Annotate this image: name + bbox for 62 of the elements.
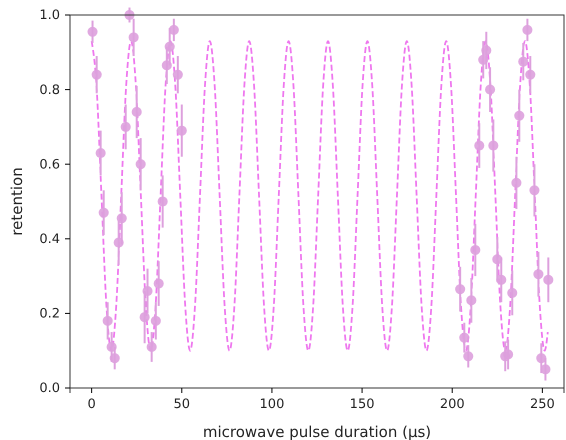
y-tick-label: 1.0 xyxy=(39,8,60,24)
point xyxy=(511,178,522,188)
point xyxy=(132,106,142,118)
x-tick-label: 150 xyxy=(350,397,374,412)
point xyxy=(485,84,496,95)
x-tick-label: 50 xyxy=(174,397,190,412)
point xyxy=(106,342,117,352)
point xyxy=(466,295,476,306)
point xyxy=(543,274,554,285)
point xyxy=(496,274,506,285)
y-tick-label: 0.4 xyxy=(39,232,60,247)
x-tick-label: 0 xyxy=(87,397,96,412)
point xyxy=(120,122,131,132)
y-tick-label: 0.0 xyxy=(39,381,60,396)
point xyxy=(459,332,470,343)
point xyxy=(536,353,546,364)
point xyxy=(492,254,502,264)
y-axis-title: retention xyxy=(8,167,26,236)
point xyxy=(96,148,106,158)
x-tick-label: 200 xyxy=(440,397,465,412)
point xyxy=(142,286,153,296)
point xyxy=(540,364,550,374)
x-tick-label: 100 xyxy=(260,397,284,412)
point xyxy=(503,349,514,360)
point xyxy=(507,288,518,298)
point xyxy=(164,42,175,52)
point xyxy=(110,353,120,364)
point xyxy=(114,237,124,248)
point xyxy=(102,316,113,326)
point xyxy=(470,244,480,256)
point xyxy=(146,342,157,352)
point xyxy=(154,278,164,289)
point xyxy=(92,70,102,80)
y-tick-label: 0.8 xyxy=(39,82,60,98)
point xyxy=(481,45,492,56)
point xyxy=(158,196,168,207)
point xyxy=(518,56,528,67)
point xyxy=(116,213,127,224)
x-tick-label: 250 xyxy=(530,397,555,412)
point xyxy=(525,70,536,80)
point xyxy=(522,24,532,35)
point xyxy=(463,351,474,362)
point xyxy=(168,24,179,35)
point xyxy=(176,126,187,136)
point xyxy=(136,159,146,170)
point xyxy=(128,32,139,42)
point xyxy=(172,70,183,80)
point xyxy=(478,54,488,65)
x-axis-title: microwave pulse duration (μs) xyxy=(202,423,432,440)
point xyxy=(87,26,98,37)
point xyxy=(455,284,466,294)
point xyxy=(162,60,172,70)
y-tick-label: 0.2 xyxy=(39,306,60,322)
point xyxy=(140,312,150,322)
point xyxy=(98,208,109,218)
y-tick-label: 0.6 xyxy=(39,157,60,172)
point xyxy=(529,185,540,196)
point xyxy=(474,140,484,151)
point xyxy=(150,316,161,326)
point xyxy=(533,269,544,280)
point xyxy=(488,140,498,151)
point xyxy=(514,110,524,121)
